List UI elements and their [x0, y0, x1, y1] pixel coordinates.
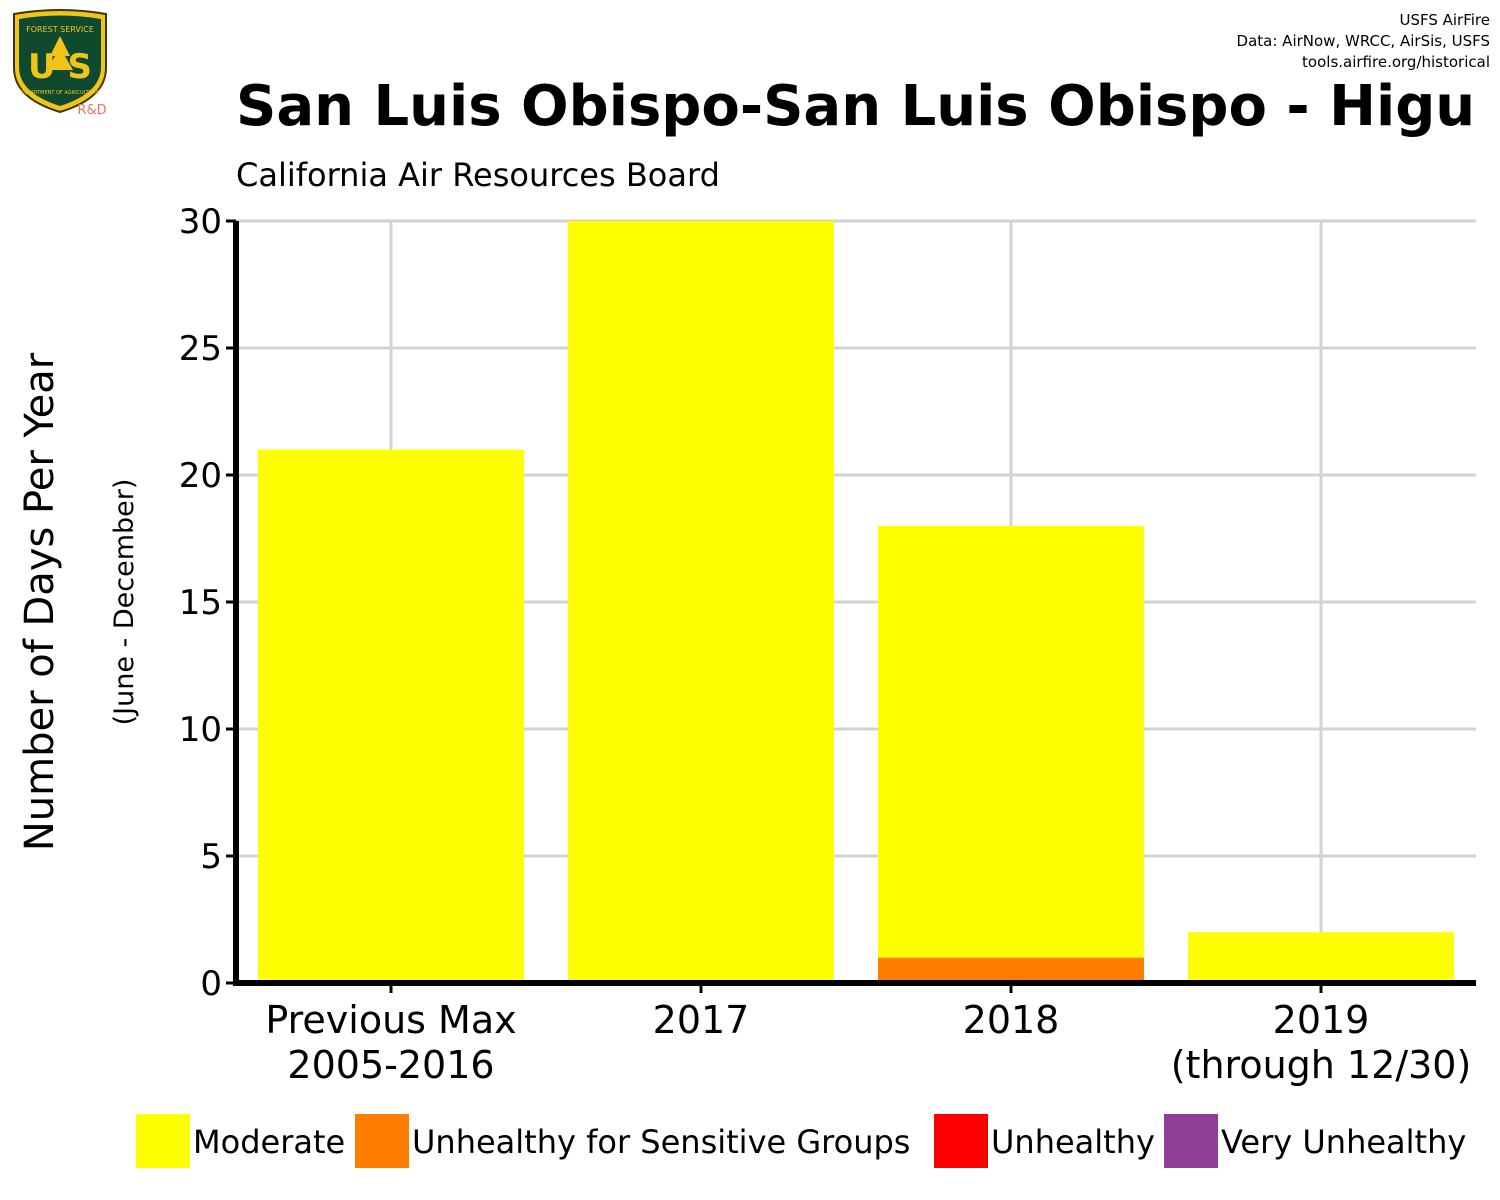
bar-moderate — [568, 221, 834, 983]
y-tick-label: 30 — [179, 202, 222, 242]
x-tick-label: (through 12/30) — [1171, 1043, 1472, 1087]
legend-label: Unhealthy — [991, 1123, 1155, 1161]
logo-rd-text: R&D — [77, 103, 106, 118]
credit-url: tools.airfire.org/historical — [1302, 53, 1490, 71]
y-tick-label: 10 — [179, 710, 222, 750]
legend-label: Very Unhealthy — [1221, 1123, 1466, 1161]
y-tick-label: 25 — [179, 329, 222, 369]
bar-moderate — [258, 449, 524, 984]
y-tick-label: 15 — [179, 583, 222, 623]
x-tick-label: 2017 — [653, 998, 750, 1042]
y-tick-label: 5 — [200, 837, 222, 877]
legend-swatch-unhealthy-for-sensitive-groups — [355, 1114, 409, 1168]
credit-source: USFS AirFire — [1399, 11, 1490, 29]
legend-swatch-unhealthy — [934, 1114, 988, 1168]
credit-data: Data: AirNow, WRCC, AirSis, USFS — [1236, 32, 1490, 50]
bar-moderate — [878, 525, 1144, 958]
x-tick-label: 2005-2016 — [287, 1043, 494, 1087]
chart-title: San Luis Obispo-San Luis Obispo - Higu — [236, 74, 1476, 139]
y-tick-label: 0 — [200, 964, 222, 1004]
logo-bottom-text: DEPARTMENT OF AGRICULTURE — [21, 90, 99, 96]
legend-swatch-very-unhealthy — [1164, 1114, 1218, 1168]
bar-unhealthy-for-sensitive-groups — [878, 957, 1144, 983]
y-axis-label: Number of Days Per Year — [17, 352, 63, 851]
legend-swatch-moderate — [136, 1114, 190, 1168]
credits: USFS AirFire Data: AirNow, WRCC, AirSis,… — [1237, 10, 1490, 73]
legend-label: Unhealthy for Sensitive Groups — [412, 1123, 910, 1161]
x-tick-label: 2019 — [1273, 998, 1370, 1042]
usfs-logo: FOREST SERVICE U S DEPARTMENT OF AGRICUL… — [13, 9, 107, 118]
chart-subtitle: California Air Resources Board — [236, 156, 720, 194]
bar-moderate — [1188, 932, 1454, 983]
y-tick-label: 20 — [179, 456, 222, 496]
x-tick-label: 2018 — [963, 998, 1060, 1042]
logo-top-text: FOREST SERVICE — [26, 25, 94, 34]
legend-label: Moderate — [193, 1123, 345, 1161]
y-axis-sublabel: (June - December) — [109, 479, 140, 726]
x-tick-label: Previous Max — [265, 998, 516, 1042]
